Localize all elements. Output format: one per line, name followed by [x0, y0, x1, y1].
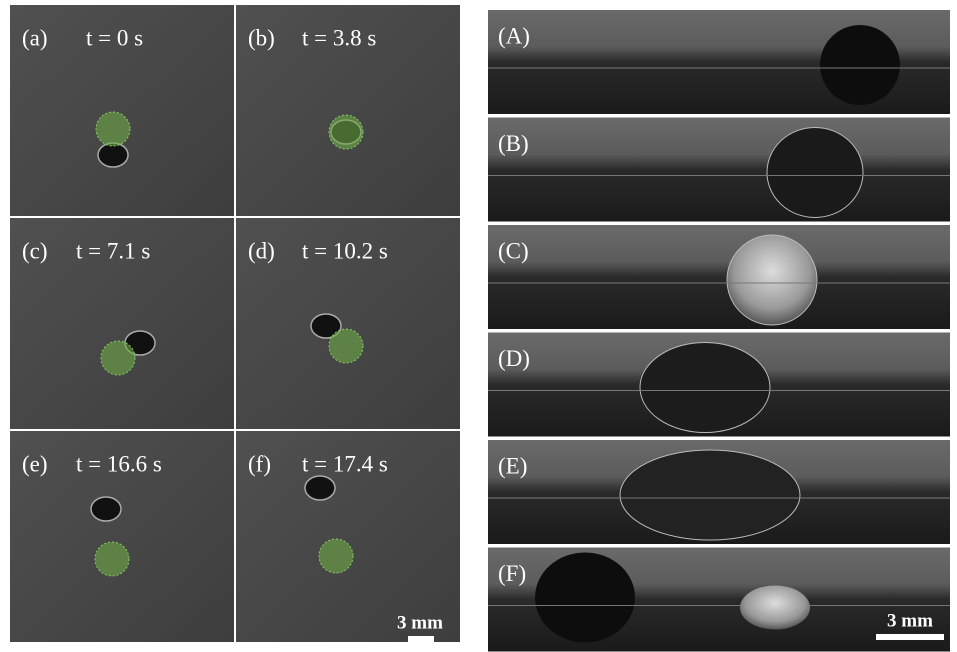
time-label: t = 3.8 s: [302, 25, 376, 50]
droplet: [91, 497, 121, 521]
panel-label: (F): [498, 561, 526, 586]
target-zone: [95, 542, 129, 576]
scale-bar: [876, 634, 944, 640]
target-zone: [329, 115, 363, 149]
page: (a) t = 0 s (b) t = 3.8 s (c) t = 7.1 s (d) t =…: [0, 0, 957, 652]
target-zone: [319, 539, 353, 573]
figure: (a) t = 0 s (b) t = 3.8 s (c) t = 7.1 s (d) t =…: [0, 0, 957, 652]
target-zone: [101, 341, 135, 375]
droplet: [820, 25, 900, 105]
scale-bar-label: 3 mm: [397, 612, 443, 633]
photo: [488, 225, 950, 329]
droplet: [305, 476, 335, 500]
time-label: t = 10.2 s: [302, 238, 388, 263]
panel-label: (C): [498, 238, 529, 263]
panel-label: (c): [22, 238, 48, 263]
scale-bar: [408, 636, 434, 642]
panel-label: (f): [248, 451, 271, 476]
droplet: [767, 128, 863, 218]
panel-label: (A): [498, 23, 530, 48]
panel-label: (D): [498, 346, 530, 371]
panel-label: (d): [248, 238, 275, 263]
panel-label: (a): [22, 25, 48, 50]
time-label: t = 7.1 s: [76, 238, 150, 263]
photo: [488, 118, 950, 222]
panel-label: (e): [22, 451, 48, 476]
time-label: t = 17.4 s: [302, 451, 388, 476]
panel-label: (B): [498, 131, 529, 156]
panel-label: (b): [248, 25, 275, 50]
droplet: [740, 586, 810, 630]
scale-bar-label: 3 mm: [887, 610, 933, 631]
panel-label: (E): [498, 453, 527, 478]
droplet: [620, 450, 800, 540]
droplet: [640, 343, 770, 433]
target-zone: [329, 329, 363, 363]
droplet: [98, 143, 128, 167]
droplet: [535, 553, 635, 643]
time-label: t = 0 s: [86, 25, 143, 50]
target-zone: [96, 112, 130, 146]
time-label: t = 16.6 s: [76, 451, 162, 476]
droplet: [727, 235, 817, 325]
